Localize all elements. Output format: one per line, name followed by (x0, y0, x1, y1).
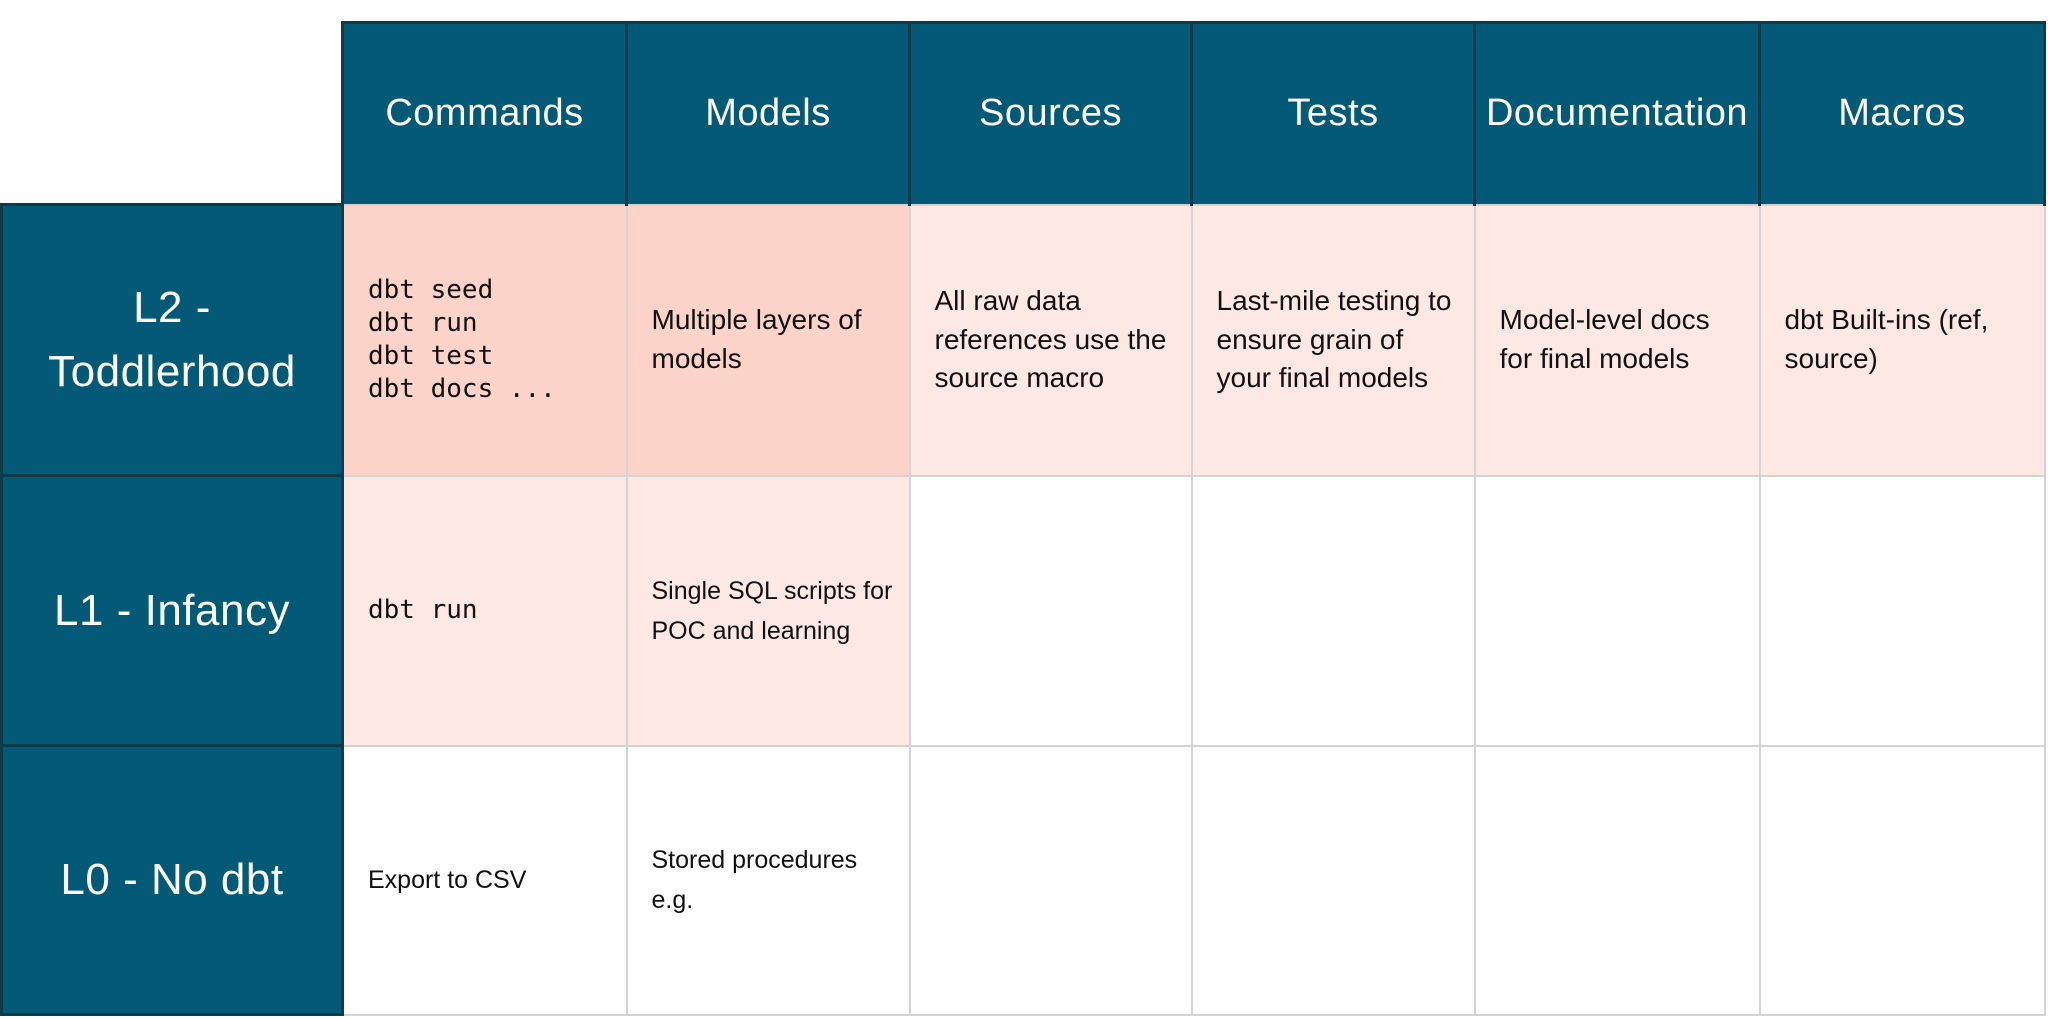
cell-l0-sources (908, 744, 1193, 1016)
cell-l2-documentation: Model-level docs for final models (1473, 203, 1761, 477)
cell-l2-models: Multiple layers of models (625, 203, 911, 477)
cell-l0-macros (1758, 744, 2046, 1016)
cell-l0-models: Stored procedures e.g. (625, 744, 911, 1016)
cell-l0-tests (1190, 744, 1476, 1016)
column-header-macros: Macros (1758, 21, 2046, 206)
cell-l1-sources (908, 474, 1193, 747)
cell-l2-tests: Last-mile testing to ensure grain of you… (1190, 203, 1476, 477)
column-header-sources: Sources (908, 21, 1193, 206)
header-row: Commands Models Sources Tests Documentat… (1, 21, 2046, 206)
cell-l0-commands: Export to CSV (341, 744, 628, 1016)
cell-l2-commands: dbt seed dbt run dbt test dbt docs ... (341, 203, 628, 477)
cell-l2-macros: dbt Built-ins (ref, source) (1758, 203, 2046, 477)
row-header-l2-toddlerhood: L2 - Toddlerhood (0, 203, 344, 477)
cell-l1-documentation (1473, 474, 1761, 747)
cell-l1-models: Single SQL scripts for POC and learning (625, 474, 911, 747)
column-header-tests: Tests (1190, 21, 1476, 206)
column-header-documentation: Documentation (1473, 21, 1761, 206)
corner-cell (1, 22, 343, 205)
row-header-l0-no-dbt: L0 - No dbt (0, 744, 344, 1016)
column-header-models: Models (625, 21, 911, 206)
row-header-l1-infancy: L1 - Infancy (0, 474, 344, 747)
table-row-l0: L0 - No dbt Export to CSV Stored procedu… (0, 744, 2046, 1016)
table-row-l2: L2 - Toddlerhood dbt seed dbt run dbt te… (0, 203, 2046, 477)
dbt-maturity-table: Commands Models Sources Tests Documentat… (0, 21, 2046, 1016)
cell-l0-documentation (1473, 744, 1761, 1016)
column-header-commands: Commands (341, 21, 628, 206)
cell-l1-macros (1758, 474, 2046, 747)
table-row-l1: L1 - Infancy dbt run Single SQL scripts … (0, 474, 2046, 747)
cell-l2-sources: All raw data references use the source m… (908, 203, 1193, 477)
cell-l1-tests (1190, 474, 1476, 747)
cell-l1-commands: dbt run (341, 474, 628, 747)
